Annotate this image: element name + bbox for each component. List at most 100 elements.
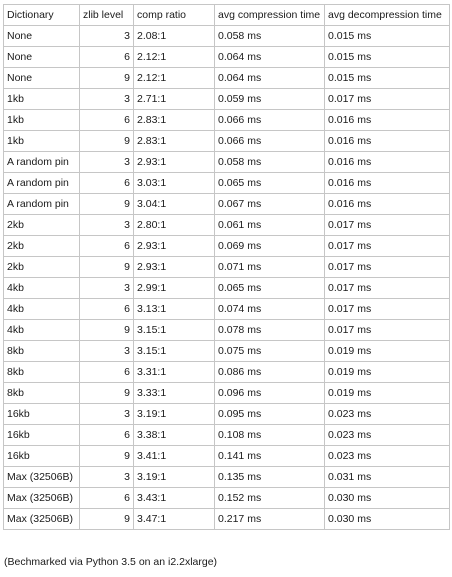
zlib-level-cell: 6 bbox=[79, 172, 134, 194]
table-row: 4kb 3 2.99:1 0.065 ms 0.017 ms bbox=[3, 277, 450, 299]
avg-compression-time-cell: 0.067 ms bbox=[214, 193, 325, 215]
dictionary-cell: None bbox=[3, 46, 80, 68]
table-row: 4kb 9 3.15:1 0.078 ms 0.017 ms bbox=[3, 319, 450, 341]
table-row: 1kb 6 2.83:1 0.066 ms 0.016 ms bbox=[3, 109, 450, 131]
comp-ratio-cell: 2.93:1 bbox=[133, 151, 215, 173]
zlib-level-cell: 3 bbox=[79, 466, 134, 488]
avg-decompression-time-cell: 0.016 ms bbox=[324, 109, 450, 131]
zlib-level-cell: 3 bbox=[79, 277, 134, 299]
avg-compression-time-cell: 0.095 ms bbox=[214, 403, 325, 425]
zlib-level-cell: 6 bbox=[79, 361, 134, 383]
header-row: Dictionary zlib level comp ratio avg com… bbox=[3, 4, 450, 26]
avg-compression-time-cell: 0.059 ms bbox=[214, 88, 325, 110]
dictionary-cell: 4kb bbox=[3, 277, 80, 299]
avg-decompression-time-cell: 0.015 ms bbox=[324, 67, 450, 89]
dictionary-cell: 2kb bbox=[3, 256, 80, 278]
zlib-level-cell: 3 bbox=[79, 25, 134, 47]
comp-ratio-cell: 3.13:1 bbox=[133, 298, 215, 320]
zlib-level-cell: 9 bbox=[79, 67, 134, 89]
avg-compression-time-cell: 0.061 ms bbox=[214, 214, 325, 236]
comp-ratio-cell: 2.83:1 bbox=[133, 109, 215, 131]
avg-decompression-time-cell: 0.017 ms bbox=[324, 214, 450, 236]
avg-compression-time-cell: 0.071 ms bbox=[214, 256, 325, 278]
dictionary-cell: 1kb bbox=[3, 88, 80, 110]
header-avg-decompression-time: avg decompression time bbox=[324, 4, 450, 26]
benchmark-sheet: Dictionary zlib level comp ratio avg com… bbox=[3, 4, 450, 530]
table-row: 16kb 9 3.41:1 0.141 ms 0.023 ms bbox=[3, 445, 450, 467]
avg-compression-time-cell: 0.108 ms bbox=[214, 424, 325, 446]
table-row: 2kb 9 2.93:1 0.071 ms 0.017 ms bbox=[3, 256, 450, 278]
benchmark-table: Dictionary zlib level comp ratio avg com… bbox=[3, 4, 450, 530]
zlib-level-cell: 6 bbox=[79, 109, 134, 131]
avg-decompression-time-cell: 0.016 ms bbox=[324, 130, 450, 152]
avg-compression-time-cell: 0.066 ms bbox=[214, 109, 325, 131]
dictionary-cell: 2kb bbox=[3, 235, 80, 257]
avg-compression-time-cell: 0.064 ms bbox=[214, 67, 325, 89]
comp-ratio-cell: 3.47:1 bbox=[133, 508, 215, 530]
table-row: A random pin 9 3.04:1 0.067 ms 0.016 ms bbox=[3, 193, 450, 215]
table-row: 2kb 6 2.93:1 0.069 ms 0.017 ms bbox=[3, 235, 450, 257]
avg-compression-time-cell: 0.078 ms bbox=[214, 319, 325, 341]
avg-compression-time-cell: 0.086 ms bbox=[214, 361, 325, 383]
comp-ratio-cell: 2.12:1 bbox=[133, 67, 215, 89]
comp-ratio-cell: 3.15:1 bbox=[133, 340, 215, 362]
footnote: (Bechmarked via Python 3.5 on an i2.2xla… bbox=[4, 556, 218, 568]
table-row: None 3 2.08:1 0.058 ms 0.015 ms bbox=[3, 25, 450, 47]
avg-decompression-time-cell: 0.017 ms bbox=[324, 277, 450, 299]
dictionary-cell: 8kb bbox=[3, 361, 80, 383]
comp-ratio-cell: 2.93:1 bbox=[133, 235, 215, 257]
avg-decompression-time-cell: 0.016 ms bbox=[324, 193, 450, 215]
dictionary-cell: 1kb bbox=[3, 109, 80, 131]
comp-ratio-cell: 3.38:1 bbox=[133, 424, 215, 446]
avg-compression-time-cell: 0.135 ms bbox=[214, 466, 325, 488]
avg-decompression-time-cell: 0.023 ms bbox=[324, 403, 450, 425]
avg-decompression-time-cell: 0.017 ms bbox=[324, 235, 450, 257]
comp-ratio-cell: 2.08:1 bbox=[133, 25, 215, 47]
avg-decompression-time-cell: 0.016 ms bbox=[324, 172, 450, 194]
avg-decompression-time-cell: 0.019 ms bbox=[324, 361, 450, 383]
avg-compression-time-cell: 0.096 ms bbox=[214, 382, 325, 404]
table-row: A random pin 3 2.93:1 0.058 ms 0.016 ms bbox=[3, 151, 450, 173]
dictionary-cell: Max (32506B) bbox=[3, 508, 80, 530]
dictionary-cell: None bbox=[3, 67, 80, 89]
header-comp-ratio: comp ratio bbox=[133, 4, 215, 26]
avg-compression-time-cell: 0.064 ms bbox=[214, 46, 325, 68]
avg-decompression-time-cell: 0.016 ms bbox=[324, 151, 450, 173]
table-row: A random pin 6 3.03:1 0.065 ms 0.016 ms bbox=[3, 172, 450, 194]
table-header: Dictionary zlib level comp ratio avg com… bbox=[3, 4, 450, 26]
comp-ratio-cell: 3.19:1 bbox=[133, 403, 215, 425]
zlib-level-cell: 6 bbox=[79, 298, 134, 320]
avg-decompression-time-cell: 0.019 ms bbox=[324, 382, 450, 404]
zlib-level-cell: 3 bbox=[79, 403, 134, 425]
zlib-level-cell: 9 bbox=[79, 193, 134, 215]
zlib-level-cell: 9 bbox=[79, 319, 134, 341]
avg-decompression-time-cell: 0.017 ms bbox=[324, 319, 450, 341]
avg-compression-time-cell: 0.152 ms bbox=[214, 487, 325, 509]
comp-ratio-cell: 2.99:1 bbox=[133, 277, 215, 299]
avg-compression-time-cell: 0.066 ms bbox=[214, 130, 325, 152]
comp-ratio-cell: 3.43:1 bbox=[133, 487, 215, 509]
avg-compression-time-cell: 0.058 ms bbox=[214, 151, 325, 173]
avg-decompression-time-cell: 0.017 ms bbox=[324, 298, 450, 320]
dictionary-cell: 1kb bbox=[3, 130, 80, 152]
table-row: 4kb 6 3.13:1 0.074 ms 0.017 ms bbox=[3, 298, 450, 320]
table-row: 1kb 3 2.71:1 0.059 ms 0.017 ms bbox=[3, 88, 450, 110]
dictionary-cell: 4kb bbox=[3, 298, 80, 320]
avg-decompression-time-cell: 0.017 ms bbox=[324, 256, 450, 278]
avg-decompression-time-cell: 0.030 ms bbox=[324, 487, 450, 509]
zlib-level-cell: 6 bbox=[79, 424, 134, 446]
comp-ratio-cell: 3.15:1 bbox=[133, 319, 215, 341]
dictionary-cell: 8kb bbox=[3, 340, 80, 362]
table-row: Max (32506B) 9 3.47:1 0.217 ms 0.030 ms bbox=[3, 508, 450, 530]
comp-ratio-cell: 2.80:1 bbox=[133, 214, 215, 236]
zlib-level-cell: 3 bbox=[79, 340, 134, 362]
avg-compression-time-cell: 0.065 ms bbox=[214, 172, 325, 194]
header-zlib-level: zlib level bbox=[79, 4, 134, 26]
avg-compression-time-cell: 0.074 ms bbox=[214, 298, 325, 320]
avg-compression-time-cell: 0.141 ms bbox=[214, 445, 325, 467]
table-row: 2kb 3 2.80:1 0.061 ms 0.017 ms bbox=[3, 214, 450, 236]
zlib-level-cell: 6 bbox=[79, 46, 134, 68]
dictionary-cell: None bbox=[3, 25, 80, 47]
zlib-level-cell: 6 bbox=[79, 235, 134, 257]
avg-compression-time-cell: 0.058 ms bbox=[214, 25, 325, 47]
